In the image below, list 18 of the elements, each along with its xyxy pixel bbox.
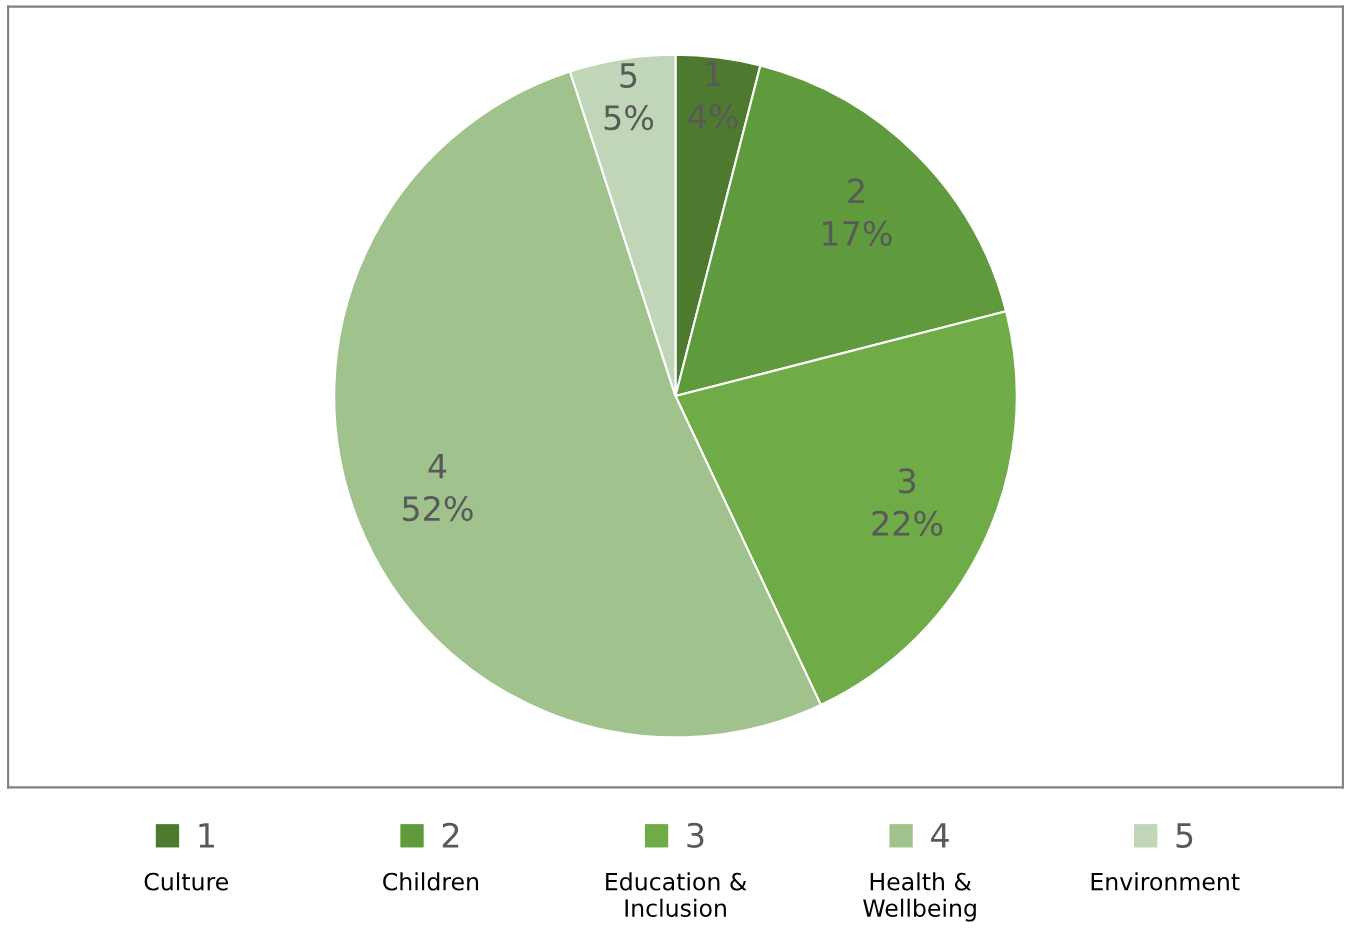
slice-label: 4 [428, 453, 447, 479]
text: Environment [1091, 872, 1240, 891]
legend-label: 5 [1176, 823, 1193, 848]
data-label: 52% [403, 495, 473, 522]
legend-label: 1 [199, 823, 214, 848]
data-label: 5% [604, 105, 654, 131]
data-label: 17% [823, 220, 892, 246]
text: Children [383, 872, 479, 891]
slice-label: 2 [848, 178, 864, 204]
text: Health & Wellbeing [863, 872, 976, 922]
legend-label: 2 [442, 822, 459, 848]
legend-label: 4 [931, 823, 949, 848]
slice-label: 3 [899, 468, 916, 494]
text: Education & Inclusion [606, 872, 747, 917]
slice-label: 5 [620, 63, 637, 88]
data-label: 22% [872, 510, 943, 536]
text: Culture [144, 872, 228, 891]
legend-label: 3 [687, 822, 704, 848]
